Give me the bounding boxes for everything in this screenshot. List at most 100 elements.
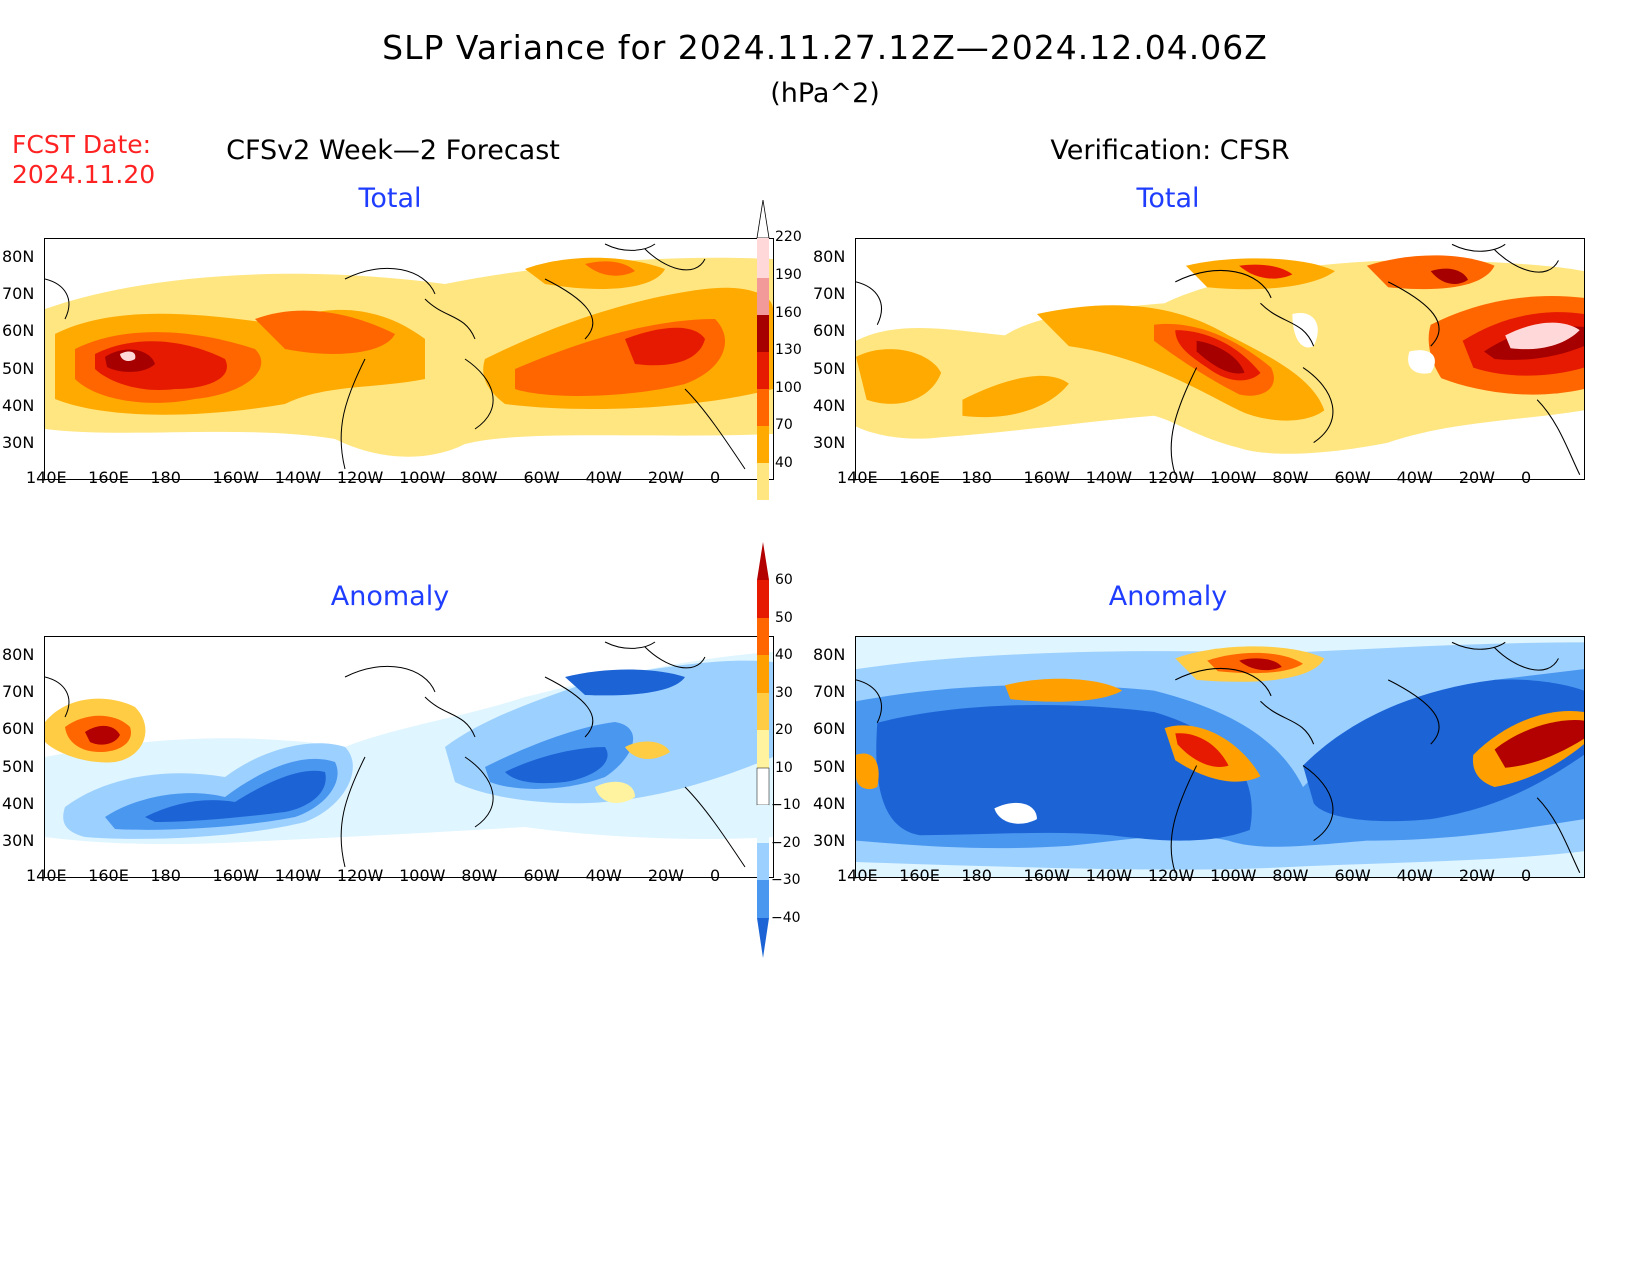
verif-anom-lon-tick: 60W: [1334, 866, 1371, 885]
fcst-anom-lon-tick: 40W: [585, 866, 622, 885]
verif-anom-lat-tick: 40N: [813, 793, 846, 813]
fcst-total-lon-tick: 40W: [585, 468, 622, 487]
fcst-total-lat-tick: 40N: [2, 395, 35, 415]
left-column-heading: CFSv2 Week—2 Forecast: [226, 135, 560, 166]
fcst-total-lat-tick: 80N: [2, 247, 35, 266]
verif-total-lon-tick: 0: [1521, 468, 1532, 487]
total-cb-label: 70: [775, 417, 793, 433]
figure-units: (hPa^2): [770, 78, 880, 109]
total-cb-label: 190: [775, 267, 802, 283]
fcst-anom-lon-tick: 120W: [336, 866, 384, 885]
total-cb-label: 160: [775, 305, 802, 321]
fcst-total-lon-tick: 180: [150, 468, 181, 487]
total-cb-label: 130: [775, 342, 802, 358]
verif-total-lat-tick: 40N: [813, 395, 846, 415]
verif-total-title: Total: [1136, 183, 1200, 214]
fcst-total-lat-tick: 50N: [2, 358, 35, 378]
anom-cb-label: −10: [771, 797, 801, 813]
verif-anom-lat-tick: 60N: [813, 719, 846, 739]
verif-total-lat-tick: 70N: [813, 284, 846, 304]
verif-anom-lon-tick: 140W: [1085, 866, 1133, 885]
fcst-anom-lon-tick: 80W: [461, 866, 498, 885]
fcst-date-label: FCST Date:: [12, 130, 152, 159]
verif-total-lon-tick: 100W: [1210, 468, 1257, 487]
verif-total-lon-tick: 60W: [1334, 468, 1371, 487]
anom-cb-label: −20: [771, 835, 801, 851]
verif-anom-lon-tick: 40W: [1396, 866, 1433, 885]
fcst-total-lon-tick: 160E: [88, 468, 129, 487]
total-cb-label: 40: [775, 455, 793, 471]
verif-anom-title: Anomaly: [1108, 581, 1228, 612]
fcst-anom-lon-tick: 160W: [212, 866, 259, 885]
verif-anom-lon-tick: 100W: [1210, 866, 1257, 885]
fcst-total-lon-tick: 140E: [26, 468, 67, 487]
fcst-total-lon-tick: 80W: [461, 468, 498, 487]
verif-anom-map: [855, 636, 1585, 878]
verif-anom-lon-tick: 160E: [899, 866, 940, 885]
fcst-anom-lon-tick: 180: [150, 866, 181, 885]
anom-cb-label: −40: [771, 910, 801, 926]
figure-title: SLP Variance for 2024.11.27.12Z—2024.12.…: [382, 28, 1268, 67]
verif-total-lon-tick: 160W: [1023, 468, 1070, 487]
anom-cb-label: 50: [775, 610, 793, 626]
fcst-total-lat-tick: 70N: [2, 284, 35, 304]
verif-total-lon-tick: 20W: [1458, 468, 1495, 487]
fcst-total-lon-tick: 160W: [212, 468, 259, 487]
verif-total-lon-tick: 180: [961, 468, 992, 487]
fcst-total-title: Total: [358, 183, 422, 214]
verif-anom-lat-tick: 70N: [813, 682, 846, 702]
verif-anom-lon-tick: 160W: [1023, 866, 1070, 885]
verif-anom-lat-tick: 50N: [813, 756, 846, 776]
verif-total-lat-tick: 30N: [813, 433, 846, 452]
fcst-anom-lat-tick: 30N: [2, 831, 35, 850]
fcst-total-lon-tick: 0: [710, 468, 721, 487]
fcst-anom-lon-tick: 60W: [523, 866, 560, 885]
fcst-anom-lon-tick: 100W: [399, 866, 446, 885]
verif-total-lon-tick: 160E: [899, 468, 940, 487]
verif-total-lon-tick: 120W: [1147, 468, 1195, 487]
fcst-anom-title: Anomaly: [330, 581, 450, 612]
fcst-anom-lat-tick: 80N: [2, 645, 35, 664]
anom-cb-label: 20: [775, 722, 793, 738]
verif-total-lat-tick: 80N: [813, 247, 846, 266]
anom-cb-label: −30: [771, 872, 801, 888]
verif-total-lat-tick: 50N: [813, 358, 846, 378]
verif-total-lat-tick: 60N: [813, 321, 846, 341]
verif-total-lon-tick: 140W: [1085, 468, 1133, 487]
fcst-total-lat-tick: 60N: [2, 321, 35, 341]
fcst-anom-lon-tick: 0: [710, 866, 721, 885]
verif-anom-lon-tick: 80W: [1272, 866, 1309, 885]
anomaly-colorbar: 60 50 40 30 20 10 −10 −20 −30 −40: [755, 540, 825, 960]
fcst-total-map: [44, 238, 774, 480]
fcst-total-lon-tick: 120W: [336, 468, 384, 487]
anom-cb-label: 60: [775, 572, 793, 588]
verif-anom-lon-tick: 0: [1521, 866, 1532, 885]
verif-anom-lon-tick: 20W: [1458, 866, 1495, 885]
anom-cb-label: 30: [775, 685, 793, 701]
verif-total-lon-tick: 40W: [1396, 468, 1433, 487]
total-colorbar: 220 190 160 130 100 70 40: [755, 195, 825, 505]
total-cb-label: 100: [775, 380, 802, 396]
fcst-anom-lon-tick: 20W: [647, 866, 684, 885]
fcst-anom-map: [44, 636, 774, 878]
total-cb-label: 220: [775, 229, 802, 245]
verif-total-map: [855, 238, 1585, 480]
verif-anom-lat-tick: 80N: [813, 645, 846, 664]
verif-anom-lon-tick: 120W: [1147, 866, 1195, 885]
fcst-anom-lat-tick: 50N: [2, 756, 35, 776]
fcst-total-lon-tick: 20W: [647, 468, 684, 487]
fcst-total-lat-tick: 30N: [2, 433, 35, 452]
fcst-anom-lon-tick: 160E: [88, 866, 129, 885]
fcst-anom-lat-tick: 40N: [2, 793, 35, 813]
verif-total-lon-tick: 80W: [1272, 468, 1309, 487]
fcst-total-lon-tick: 140W: [274, 468, 322, 487]
fcst-date-value: 2024.11.20: [12, 160, 156, 189]
fcst-total-lon-tick: 100W: [399, 468, 446, 487]
verif-anom-lat-tick: 30N: [813, 831, 846, 850]
fcst-anom-lat-tick: 70N: [2, 682, 35, 702]
anom-cb-label: 10: [775, 760, 793, 776]
right-column-heading: Verification: CFSR: [1050, 135, 1290, 166]
fcst-total-lon-tick: 60W: [523, 468, 560, 487]
fcst-anom-lat-tick: 60N: [2, 719, 35, 739]
anom-cb-label: 40: [775, 647, 793, 663]
